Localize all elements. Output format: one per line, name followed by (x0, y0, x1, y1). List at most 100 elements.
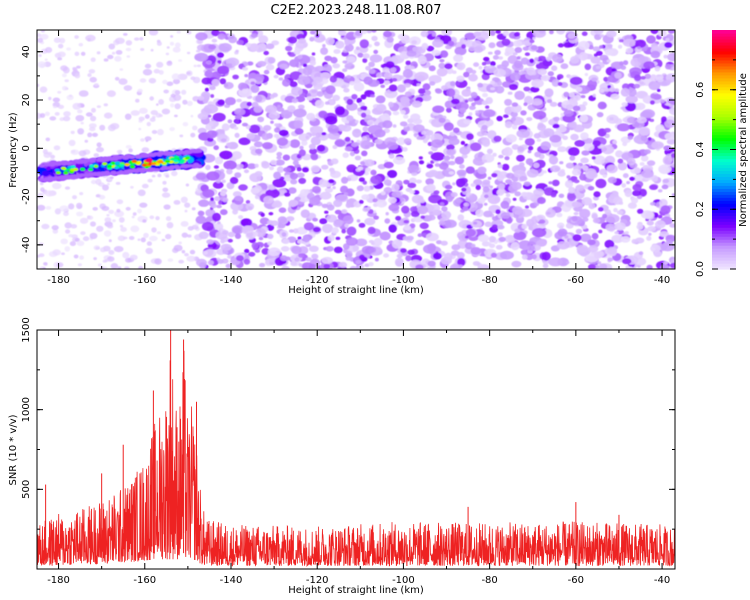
heatmap-cell (191, 207, 196, 211)
heatmap-cell (323, 263, 331, 269)
heatmap-cell (493, 135, 502, 142)
heatmap-cell (469, 105, 476, 111)
heatmap-cell (468, 73, 478, 82)
heatmap-cell (351, 94, 358, 100)
heatmap-cell (445, 30, 452, 36)
heatmap-cell (114, 76, 120, 81)
signal-band-edge (116, 156, 122, 160)
heatmap-cell (631, 239, 638, 244)
heatmap-cell (289, 81, 298, 88)
heatmap-cell (428, 169, 439, 177)
heatmap-cell (465, 166, 475, 174)
heatmap-cell (671, 193, 675, 197)
heatmap-cell (355, 260, 362, 265)
heatmap-cell (483, 75, 489, 79)
heatmap-cell (196, 49, 201, 53)
heatmap-cell (53, 37, 61, 43)
signal-band-highlight (180, 159, 186, 163)
heatmap-cell (568, 186, 576, 194)
heatmap-cell (278, 207, 287, 213)
heatmap-cell (502, 81, 511, 88)
heatmap-cell (491, 216, 499, 221)
heatmap-cell (278, 77, 284, 81)
heatmap-cell (496, 189, 504, 196)
heatmap-cell (468, 194, 477, 200)
heatmap-cell (37, 254, 40, 258)
heatmap-cell (149, 96, 154, 101)
heatmap-cell (406, 235, 414, 241)
heatmap-cell (177, 73, 188, 81)
heatmap-cell (60, 238, 68, 245)
colorbar-step (712, 68, 736, 73)
heatmap-cell (637, 56, 649, 64)
heatmap-cell (90, 179, 97, 185)
heatmap-cell (82, 236, 90, 242)
heatmap-cell (234, 195, 243, 202)
heatmap-cell (89, 232, 98, 240)
heatmap-cell (570, 56, 580, 64)
heatmap-cell (257, 116, 265, 123)
heatmap-cell (95, 246, 100, 250)
heatmap-cell (358, 222, 366, 228)
heatmap-cell (50, 154, 56, 159)
heatmap-cell (646, 220, 654, 226)
heatmap-cell (227, 231, 236, 238)
heatmap-cell (495, 30, 501, 34)
heatmap-cell (547, 71, 554, 77)
heatmap-cell (503, 114, 509, 119)
heatmap-cell (254, 171, 263, 177)
heatmap-cell (92, 207, 98, 211)
heatmap-cell (358, 177, 365, 182)
heatmap-cell (669, 107, 675, 116)
heatmap-cell (462, 206, 469, 212)
heatmap-cell (179, 134, 184, 138)
heatmap-cell (351, 142, 358, 148)
heatmap-cell (201, 77, 212, 85)
colorbar-step (712, 248, 736, 252)
heatmap-cell (607, 43, 613, 48)
heatmap-cell (439, 162, 449, 170)
heatmap-cell (328, 127, 334, 132)
heatmap-cell (271, 92, 278, 98)
heatmap-cell (192, 125, 198, 131)
heatmap-cell (343, 88, 350, 93)
heatmap-cell (119, 68, 124, 71)
heatmap-cell (289, 172, 298, 180)
heatmap-cell (45, 47, 53, 53)
heatmap-cell (108, 250, 114, 254)
heatmap-cell (380, 191, 386, 196)
heatmap-cell (139, 78, 147, 83)
heatmap-cell (178, 259, 185, 264)
heatmap-cell (97, 263, 102, 267)
heatmap-cell (331, 227, 339, 234)
heatmap-cell (459, 107, 467, 114)
heatmap-cell (548, 257, 563, 267)
heatmap-cell (442, 168, 456, 178)
heatmap-cell (297, 54, 303, 60)
heatmap-cell (275, 159, 285, 166)
heatmap-cell (567, 193, 577, 202)
heatmap-cell (49, 116, 57, 121)
heatmap-cell (250, 43, 259, 52)
heatmap-cell (488, 235, 496, 243)
snr-panel: -180 -160 -140 -120 -100 -80 -60 -40 5001000150… (8, 317, 676, 596)
heatmap-cell (165, 216, 172, 222)
heatmap-cell (584, 72, 589, 77)
heatmap-cell (325, 115, 338, 125)
heatmap-cell (638, 126, 651, 136)
heatmap-cell (90, 115, 97, 122)
heatmap-cell (387, 170, 398, 178)
heatmap-cell (38, 253, 45, 258)
y-tick-label: 1500 (21, 317, 32, 342)
heatmap-cell (360, 161, 365, 166)
heatmap-cell (140, 237, 146, 243)
heatmap-cell (283, 192, 291, 197)
heatmap-cell (557, 146, 567, 153)
heatmap-cell (511, 260, 522, 268)
heatmap-cell (73, 254, 79, 259)
heatmap-cell (142, 68, 153, 76)
heatmap-cell (249, 124, 261, 134)
x-tick-label: -80 (481, 575, 497, 586)
heatmap-cell (669, 223, 675, 228)
heatmap-cell (254, 249, 260, 253)
